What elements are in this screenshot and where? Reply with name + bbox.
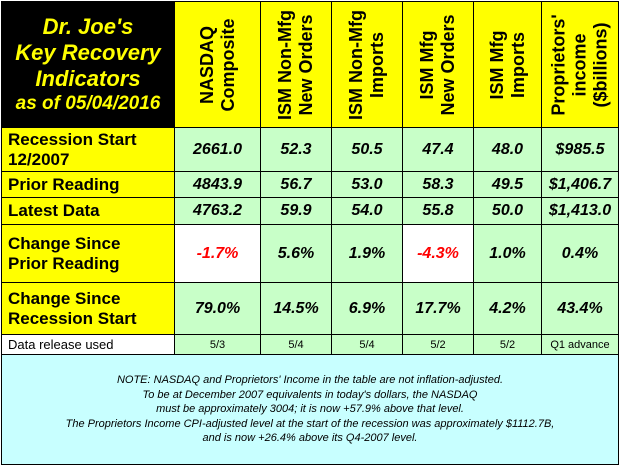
row-label: Recession Start 12/2007 — [1, 127, 175, 172]
table-cell: 56.7 — [260, 171, 332, 198]
table-cell: 2661.0 — [174, 127, 261, 172]
title-line-3: Indicators — [35, 65, 141, 91]
table-row-change-since-prior: Change Since Prior Reading -1.7% 5.6% 1.9… — [1, 224, 619, 283]
footnote: NOTE: NASDAQ and Proprietors' Income in … — [1, 354, 619, 465]
row-label-line: Prior Reading — [8, 253, 120, 273]
table-cell: $1,406.7 — [541, 171, 619, 198]
row-label: Change Since Prior Reading — [1, 224, 175, 283]
row-label: Latest Data — [1, 197, 175, 225]
column-header-ism-nonmfg-imports: ISM Non-Mfg Imports — [331, 1, 403, 128]
column-header-line: New Orders — [296, 13, 316, 116]
table-cell: 50.0 — [473, 197, 542, 225]
column-header-line: income — [569, 32, 590, 97]
table-cell: 58.3 — [402, 171, 474, 198]
column-header-line: ISM Mfg — [486, 30, 507, 99]
footnote-line: To be at December 2007 equivalents in to… — [142, 388, 478, 401]
table-cell: 1.0% — [473, 224, 542, 283]
column-header-line: Proprietors' — [548, 13, 569, 116]
table-cell: 17.7% — [402, 282, 474, 335]
column-header-line: Imports — [367, 31, 387, 98]
column-header-line: NASDAQ — [196, 25, 217, 104]
title-line-2: Key Recovery — [15, 39, 161, 65]
table-cell: 54.0 — [331, 197, 403, 225]
table-cell: 43.4% — [541, 282, 619, 335]
table-cell: 52.3 — [260, 127, 332, 172]
table-cell: 59.9 — [260, 197, 332, 225]
table-cell: -4.3% — [402, 224, 474, 283]
release-cell: 5/4 — [260, 334, 332, 355]
release-cell: 5/2 — [402, 334, 474, 355]
header-row: Dr. Joe's Key Recovery Indicators as of … — [1, 1, 619, 128]
release-cell: 5/2 — [473, 334, 542, 355]
table-cell: 50.5 — [331, 127, 403, 172]
table-row-prior-reading: Prior Reading 4843.9 56.7 53.0 58.3 49.5… — [1, 171, 619, 198]
row-label: Change Since Recession Start — [1, 282, 175, 335]
table-cell: 4.2% — [473, 282, 542, 335]
release-cell: 5/3 — [174, 334, 261, 355]
table-cell: 79.0% — [174, 282, 261, 335]
table-title: Dr. Joe's Key Recovery Indicators as of … — [1, 1, 175, 128]
table-cell: 55.8 — [402, 197, 474, 225]
table-cell: 48.0 — [473, 127, 542, 172]
column-header-line: ISM Mfg — [417, 30, 437, 100]
column-header-ism-nonmfg-new-orders: ISM Non-Mfg New Orders — [260, 1, 332, 128]
table-row-recession-start: Recession Start 12/2007 2661.0 52.3 50.5 … — [1, 127, 619, 172]
release-label: Data release used — [1, 334, 175, 355]
column-header-line: Imports — [507, 31, 528, 98]
row-label-line: Change Since — [8, 233, 121, 253]
footnote-line: The Proprietors Income CPI-adjusted leve… — [65, 417, 555, 430]
table-row-data-release: Data release used 5/3 5/4 5/4 5/2 5/2 Q1… — [1, 334, 619, 355]
table-cell: $985.5 — [541, 127, 619, 172]
title-line-1: Dr. Joe's — [42, 13, 134, 39]
table-cell: $1,413.0 — [541, 197, 619, 225]
footnote-line: NOTE: NASDAQ and Proprietors' Income in … — [116, 374, 504, 387]
row-label-line: Recession Start — [8, 308, 137, 328]
column-header-proprietors-income: Proprietors' income ($billions) — [541, 1, 619, 128]
release-cell: 5/4 — [331, 334, 403, 355]
row-label: Prior Reading — [1, 171, 175, 198]
table-cell: 4843.9 — [174, 171, 261, 198]
table-row-latest-data: Latest Data 4763.2 59.9 54.0 55.8 50.0 $… — [1, 197, 619, 225]
row-label-line: Change Since — [8, 288, 121, 308]
table-cell: 49.5 — [473, 171, 542, 198]
row-label-line: Recession Start — [8, 129, 137, 149]
column-header-nasdaq: NASDAQ Composite — [174, 1, 261, 128]
column-header-line: Composite — [217, 17, 238, 112]
table-row-change-since-recession: Change Since Recession Start 79.0% 14.5% … — [1, 282, 619, 335]
table-cell: 5.6% — [260, 224, 332, 283]
column-header-line: ISM Non-Mfg — [346, 9, 366, 120]
title-date: as of 05/04/2016 — [15, 92, 161, 114]
table-cell: -1.7% — [174, 224, 261, 283]
release-cell: Q1 advance — [541, 334, 619, 355]
table-cell: 6.9% — [331, 282, 403, 335]
table-cell: 4763.2 — [174, 197, 261, 225]
column-header-line: New Orders — [438, 13, 458, 116]
table-cell: 14.5% — [260, 282, 332, 335]
column-header-ism-mfg-imports: ISM Mfg Imports — [473, 1, 542, 128]
row-label-line: 12/2007 — [8, 149, 70, 169]
column-header-line: ($billions) — [590, 22, 611, 107]
footnote-line: must be approximately 3004; it is now +5… — [156, 403, 464, 416]
table-row-note: NOTE: NASDAQ and Proprietors' Income in … — [1, 354, 619, 465]
table-cell: 0.4% — [541, 224, 619, 283]
column-header-line: ISM Non-Mfg — [275, 9, 295, 120]
table-cell: 47.4 — [402, 127, 474, 172]
table-cell: 1.9% — [331, 224, 403, 283]
table-cell: 53.0 — [331, 171, 403, 198]
column-header-ism-mfg-new-orders: ISM Mfg New Orders — [402, 1, 474, 128]
footnote-line: and is now +26.4% above its Q4-2007 leve… — [202, 432, 418, 445]
